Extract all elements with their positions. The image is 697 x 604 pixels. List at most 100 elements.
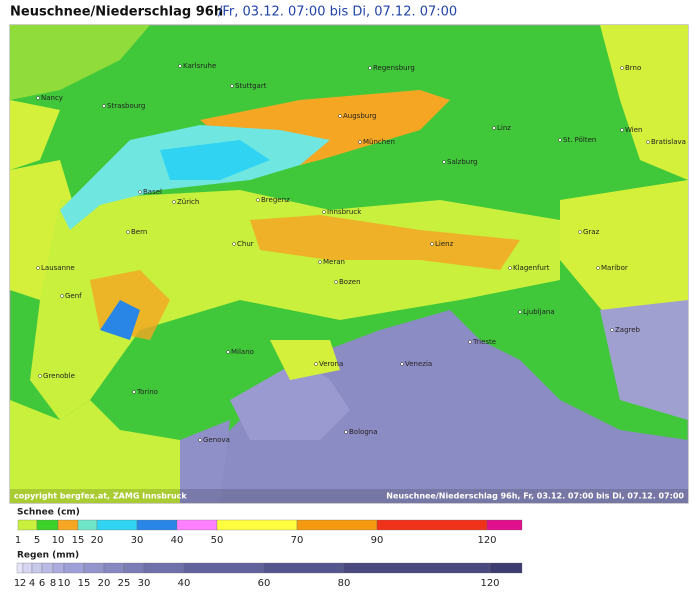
city-dot bbox=[334, 280, 338, 284]
city-dot bbox=[358, 140, 362, 144]
legend-swatch bbox=[83, 562, 105, 574]
city-label: Zagreb bbox=[615, 326, 641, 334]
city-dot bbox=[60, 294, 64, 298]
legend-swatch bbox=[176, 519, 218, 531]
legend-label: Schnee (cm) bbox=[17, 508, 80, 518]
city-label: Bratislava bbox=[651, 138, 686, 146]
city-dot bbox=[368, 66, 372, 70]
city-dot bbox=[232, 242, 236, 246]
region bbox=[10, 25, 150, 100]
city-dot bbox=[400, 362, 404, 366]
city-label: Basel bbox=[143, 188, 162, 196]
city-label: Bern bbox=[131, 228, 147, 236]
legend-tick: 120 bbox=[480, 578, 499, 589]
city-dot bbox=[620, 66, 624, 70]
city-label: Bologna bbox=[349, 428, 377, 436]
city-dot bbox=[36, 266, 40, 270]
legend-swatch bbox=[41, 562, 54, 574]
legend-tick: 6 bbox=[39, 578, 45, 589]
legend-tick: 2 bbox=[20, 578, 26, 589]
region bbox=[10, 400, 180, 503]
region bbox=[560, 180, 688, 330]
city-dot bbox=[230, 84, 234, 88]
city-dot bbox=[578, 230, 582, 234]
legend-swatch bbox=[77, 519, 98, 531]
city-dot bbox=[468, 340, 472, 344]
legend-tick: 4 bbox=[29, 578, 35, 589]
city-dot bbox=[102, 104, 106, 108]
legend-tick: 25 bbox=[118, 578, 131, 589]
city-label: Ljubljana bbox=[523, 308, 555, 316]
city-label: Salzburg bbox=[447, 158, 477, 166]
city-label: Genova bbox=[203, 436, 230, 444]
legend-swatch bbox=[183, 562, 265, 574]
city-label: Strasbourg bbox=[107, 102, 145, 110]
legend-tick: 40 bbox=[178, 578, 191, 589]
city-label: Nancy bbox=[41, 94, 63, 102]
legend-tick: 80 bbox=[338, 578, 351, 589]
title: Neuschnee/Niederschlag 96h bbox=[10, 5, 223, 20]
legend-swatch bbox=[376, 519, 488, 531]
legend-swatch bbox=[57, 519, 79, 531]
city-dot bbox=[338, 114, 342, 118]
legend-tick: 60 bbox=[258, 578, 271, 589]
city-label: Lausanne bbox=[41, 264, 75, 272]
city-dot bbox=[610, 328, 614, 332]
region bbox=[160, 140, 270, 180]
caption-bg bbox=[10, 489, 688, 503]
legend-tick: 15 bbox=[78, 578, 91, 589]
caption: Neuschnee/Niederschlag 96h, Fr, 03.12. 0… bbox=[386, 492, 684, 501]
city-label: Trieste bbox=[472, 338, 496, 346]
city-dot bbox=[344, 430, 348, 434]
legend-swatch bbox=[343, 562, 491, 574]
legend-label: Regen (mm) bbox=[17, 551, 79, 561]
city-label: München bbox=[363, 138, 395, 146]
city-dot bbox=[36, 96, 40, 100]
legend-swatch bbox=[489, 562, 523, 574]
city-dot bbox=[508, 266, 512, 270]
legend-swatch bbox=[103, 562, 125, 574]
legend-tick: 50 bbox=[211, 535, 224, 546]
city-dot bbox=[492, 126, 496, 130]
legend-tick: 1 bbox=[14, 578, 20, 589]
region bbox=[100, 300, 140, 340]
city-label: Bozen bbox=[339, 278, 361, 286]
legend-tick: 120 bbox=[477, 535, 496, 546]
city-label: Augsburg bbox=[343, 112, 376, 120]
city-label: St. Pölten bbox=[563, 136, 596, 144]
legend-tick: 10 bbox=[58, 578, 71, 589]
legend-swatch bbox=[143, 562, 185, 574]
city-dot bbox=[430, 242, 434, 246]
legend-tick: 30 bbox=[131, 535, 144, 546]
city-dot bbox=[442, 160, 446, 164]
city-dot bbox=[620, 128, 624, 132]
city-dot bbox=[322, 210, 326, 214]
legend-tick: 70 bbox=[291, 535, 304, 546]
legend-tick: 90 bbox=[371, 535, 384, 546]
legend-swatch bbox=[17, 519, 38, 531]
legend-tick: 20 bbox=[98, 578, 111, 589]
region bbox=[250, 215, 520, 270]
legend-swatch bbox=[296, 519, 378, 531]
city-dot bbox=[226, 350, 230, 354]
legend-tick: 20 bbox=[91, 535, 104, 546]
region bbox=[180, 420, 230, 503]
region bbox=[600, 25, 688, 180]
legend-tick: 1 bbox=[15, 535, 21, 546]
city-dot bbox=[596, 266, 600, 270]
subtitle: /Fr, 03.12. 07:00 bis Di, 07.12. 07:00 bbox=[218, 5, 457, 20]
city-dot bbox=[198, 438, 202, 442]
map: copyright bergfex.at, ZAMG Innsbruck Neu… bbox=[9, 24, 689, 504]
city-label: Zürich bbox=[177, 198, 199, 206]
city-label: Genf bbox=[65, 292, 82, 300]
city-label: Brno bbox=[625, 64, 641, 72]
region bbox=[10, 100, 60, 170]
city-label: Torino bbox=[136, 388, 158, 396]
city-dot bbox=[172, 200, 176, 204]
city-dot bbox=[132, 390, 136, 394]
city-label: Regensburg bbox=[373, 64, 415, 72]
city-label: Lienz bbox=[435, 240, 454, 248]
city-dot bbox=[38, 374, 42, 378]
